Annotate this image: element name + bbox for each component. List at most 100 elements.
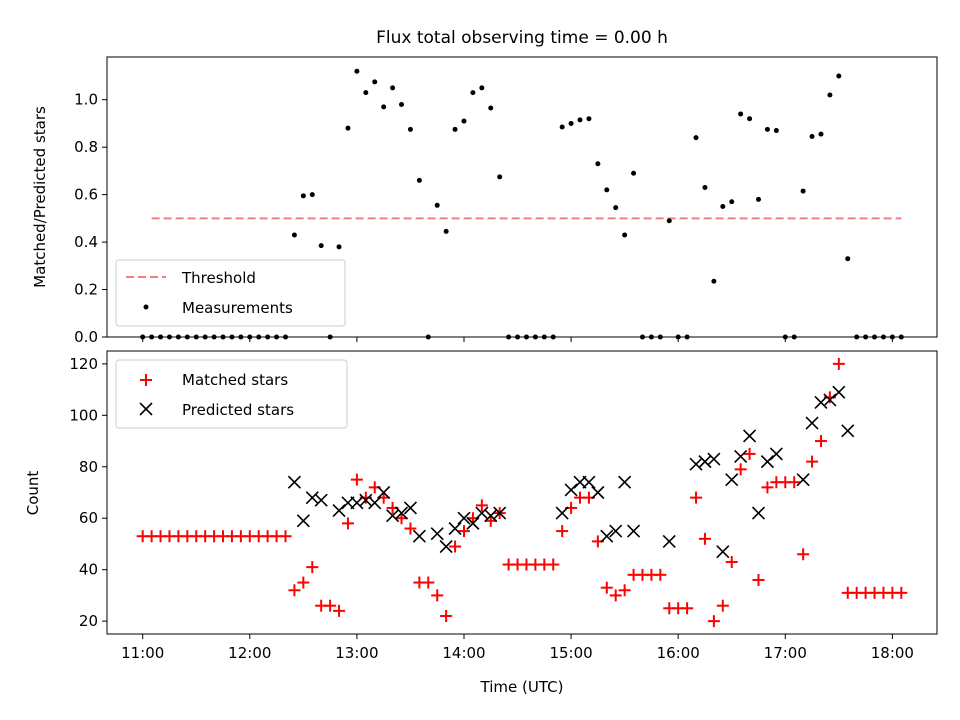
matched-star-point bbox=[297, 576, 310, 589]
measurement-point bbox=[291, 232, 297, 238]
matched-star-point bbox=[341, 517, 354, 530]
measurement-point bbox=[345, 125, 351, 131]
ratio-y-tick-label: 0.4 bbox=[74, 233, 98, 251]
measurement-point bbox=[470, 90, 476, 96]
measurement-point bbox=[399, 101, 405, 107]
count-legend-box bbox=[115, 359, 348, 429]
matched-star-point bbox=[654, 568, 667, 581]
measurement-point bbox=[461, 118, 467, 124]
measurement-point bbox=[764, 126, 770, 132]
predicted-star-point bbox=[618, 475, 632, 489]
measurement-point bbox=[756, 196, 762, 202]
measurement-point bbox=[702, 185, 708, 191]
chart-title: Flux total observing time = 0.00 h bbox=[376, 28, 668, 48]
matched-legend-label: Matched stars bbox=[182, 371, 288, 389]
measurement-point bbox=[354, 68, 360, 74]
predicted-star-point bbox=[743, 429, 757, 443]
threshold-legend-label: Threshold bbox=[181, 269, 256, 287]
matched-star-point bbox=[716, 599, 729, 612]
predicted-legend-swatch bbox=[139, 402, 153, 416]
matched-star-point bbox=[600, 581, 613, 594]
matched-star-point bbox=[806, 455, 819, 468]
count-y-tick-label: 40 bbox=[79, 561, 98, 579]
count-plot-frame bbox=[106, 350, 938, 635]
measurement-point bbox=[800, 188, 806, 194]
measurement-point bbox=[845, 256, 851, 262]
predicted-star-point bbox=[448, 521, 462, 536]
matched-legend-swatch bbox=[140, 374, 152, 386]
matched-star-point bbox=[333, 604, 346, 617]
matched-star-point bbox=[475, 499, 488, 512]
predicted-star-point bbox=[716, 545, 730, 559]
predicted-star-point bbox=[698, 455, 712, 469]
predicted-star-point bbox=[760, 455, 774, 469]
matched-star-point bbox=[556, 525, 569, 538]
matched-star-point bbox=[609, 589, 622, 602]
matched-star-point bbox=[725, 555, 738, 568]
measurement-point bbox=[595, 161, 601, 167]
measurement-point bbox=[497, 174, 503, 180]
measurement-point bbox=[836, 73, 842, 79]
predicted-star-point bbox=[394, 506, 409, 520]
measurement-point bbox=[666, 218, 672, 224]
matched-star-point bbox=[618, 584, 631, 597]
matched-star-point bbox=[734, 463, 747, 476]
predicted-star-point bbox=[626, 524, 641, 538]
x-tick-label: 12:00 bbox=[228, 644, 271, 662]
predicted-star-point bbox=[412, 529, 426, 543]
predicted-star-point bbox=[769, 447, 783, 461]
predicted-star-point bbox=[475, 506, 489, 520]
predicted-star-point bbox=[484, 509, 498, 523]
ratio-legend-box bbox=[115, 259, 346, 327]
predicted-star-point bbox=[582, 475, 596, 489]
predicted-star-point bbox=[430, 527, 444, 541]
measurement-point bbox=[443, 228, 449, 234]
measurement-point bbox=[729, 199, 735, 205]
measurement-point bbox=[818, 131, 824, 137]
matched-star-point bbox=[690, 491, 703, 504]
ratio-legend: Threshold Measurements bbox=[115, 259, 346, 327]
measurement-point bbox=[407, 126, 413, 132]
predicted-star-point bbox=[814, 395, 828, 410]
matched-star-point bbox=[832, 357, 845, 370]
predicted-star-point bbox=[359, 493, 373, 507]
matched-star-point bbox=[814, 435, 827, 448]
measurement-point bbox=[416, 177, 422, 183]
ratio-y-tick-label: 0.0 bbox=[74, 328, 98, 346]
measurement-point bbox=[372, 79, 378, 85]
matched-star-point bbox=[547, 558, 560, 571]
matched-star-point bbox=[743, 447, 756, 460]
count-legend: Matched stars Predicted stars bbox=[115, 359, 348, 429]
x-tick-label: 15:00 bbox=[549, 644, 592, 662]
matched-star-point bbox=[788, 476, 801, 489]
matched-star-point bbox=[324, 599, 337, 612]
matched-star-point bbox=[404, 522, 417, 535]
x-tick-label: 11:00 bbox=[121, 644, 164, 662]
count-panel: 20 40 60 80 100 120 11:00 12:00 13:00 14:00 15:00 1… bbox=[24, 350, 938, 696]
predicted-star-point bbox=[287, 475, 301, 489]
matched-star-point bbox=[350, 473, 363, 486]
measurement-point bbox=[336, 244, 342, 250]
measurement-point bbox=[720, 203, 726, 209]
predicted-star-point bbox=[439, 539, 453, 554]
measurement-point bbox=[568, 120, 574, 126]
measurement-point bbox=[773, 128, 779, 134]
measurement-point bbox=[711, 278, 717, 284]
measurement-point bbox=[613, 205, 619, 211]
measurement-point bbox=[622, 232, 628, 238]
measurement-point bbox=[363, 90, 369, 96]
measurement-point bbox=[577, 117, 583, 123]
measurement-point bbox=[488, 105, 494, 111]
count-y-tick-label: 20 bbox=[79, 612, 98, 630]
measurement-point bbox=[452, 126, 458, 132]
ratio-y-tick-label: 0.8 bbox=[74, 138, 98, 156]
predicted-star-point bbox=[751, 506, 766, 520]
predicted-star-point bbox=[841, 424, 855, 438]
measurement-point bbox=[381, 104, 387, 110]
ratio-y-tick-label: 0.6 bbox=[74, 186, 98, 204]
measurement-point bbox=[586, 116, 592, 122]
predicted-star-point bbox=[493, 506, 507, 520]
matched-star-point bbox=[484, 514, 497, 527]
matched-star-point bbox=[707, 615, 720, 628]
